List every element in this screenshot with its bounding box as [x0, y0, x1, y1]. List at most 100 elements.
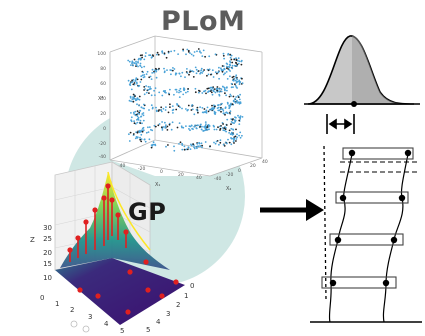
plom-sample-point [235, 86, 238, 88]
plom-sample-point [130, 88, 133, 91]
plom-sample-point [201, 107, 204, 109]
plom-sample-point [181, 142, 184, 145]
plom-sample-point [141, 127, 144, 130]
plom-sample-point [239, 93, 242, 96]
plom-x2-tick: 40 [262, 159, 268, 165]
interval-box [342, 147, 414, 160]
plom-z-tick: 40 [100, 96, 106, 102]
plom-sample-point [128, 140, 131, 142]
plom-sample-point [145, 73, 148, 75]
gp-x-tick: 4 [104, 320, 109, 328]
plom-sample-point [221, 65, 224, 67]
gp-x-tick: 5 [120, 327, 124, 335]
plom-sample-point [133, 113, 135, 115]
plom-sample-point [136, 115, 139, 118]
plom-sample-point [172, 67, 174, 69]
gp-observation-point [75, 235, 81, 241]
plom-sample-point [235, 64, 238, 67]
plom-sample-point [139, 136, 141, 139]
plom-sample-point [205, 109, 208, 112]
plom-z-ticks: 100 80 60 40 20 0 -20 -40 [97, 51, 106, 160]
plom-sample-point [198, 91, 200, 94]
plom-sample-point [205, 123, 207, 125]
plom-sample-point [127, 133, 130, 136]
plom-sample-point [131, 62, 133, 65]
plom-sample-point [223, 112, 225, 114]
plom-sample-point [139, 122, 142, 124]
node-point [334, 236, 342, 244]
plom-sample-point [141, 113, 144, 115]
plom-sample-point [160, 110, 163, 113]
plom-sample-point [240, 59, 243, 62]
plom-sample-point [225, 124, 228, 126]
plom-sample-point [144, 140, 147, 143]
plom-sample-point [181, 148, 184, 151]
plom-sample-point [172, 112, 174, 114]
plom-sample-point [235, 128, 237, 131]
plom-sample-point [229, 110, 232, 113]
plom-sample-point [215, 87, 218, 90]
interval-box [329, 233, 404, 246]
plom-sample-point [221, 108, 224, 111]
plom-sample-point [238, 134, 241, 137]
plom-sample-point [206, 74, 208, 77]
plom-sample-point [193, 125, 196, 128]
plom-sample-point [129, 95, 132, 98]
plom-sample-point [182, 48, 185, 51]
plom-sample-point [195, 108, 198, 111]
plom-sample-point [223, 57, 226, 60]
plom-sample-point [190, 143, 192, 146]
plom-sample-point [183, 87, 185, 89]
plom-sample-point [133, 58, 136, 61]
plom-sample-point [215, 128, 218, 131]
plom-sample-point [231, 67, 234, 70]
plom-sample-point [194, 91, 197, 94]
plom-sample-point [236, 136, 239, 139]
plom-sample-point [227, 103, 229, 105]
plom-sample-point [164, 125, 167, 128]
plom-sample-point [194, 66, 197, 69]
plom-sample-point [228, 66, 231, 69]
plom-sample-point [154, 144, 157, 147]
gp-y-tick: 0 [190, 282, 194, 290]
plom-x1-tick: -40 [118, 163, 125, 169]
plom-sample-point [133, 122, 136, 125]
plom-sample-point [195, 146, 198, 148]
plom-sample-point [141, 74, 144, 77]
plom-sample-point [148, 126, 151, 128]
plom-sample-point [190, 53, 193, 56]
plom-sample-point [140, 66, 143, 69]
plom-sample-point [192, 54, 195, 57]
gp-z-tick: 15 [43, 260, 52, 268]
plom-sample-point [187, 49, 190, 52]
plom-sample-point [230, 54, 233, 57]
plom-sample-point [234, 76, 237, 78]
plom-sample-point [208, 128, 210, 131]
plom-sample-point [213, 88, 216, 90]
plom-sample-point [235, 74, 238, 77]
plom-sample-point [210, 88, 213, 91]
plom-sample-point [224, 107, 227, 109]
plom-sample-point [200, 71, 202, 74]
plom-sample-point [162, 126, 165, 128]
plom-sample-point [135, 99, 138, 101]
plom-sample-point [213, 125, 216, 128]
plom-sample-point [207, 87, 210, 90]
plom-sample-point [221, 102, 223, 105]
plom-sample-point [239, 102, 242, 105]
plom-sample-point [217, 71, 220, 74]
plom-sample-point [138, 111, 141, 114]
plom-sample-point [232, 79, 234, 82]
plom-sample-point [157, 53, 160, 56]
plom-sample-point [187, 108, 189, 111]
plom-sample-point [148, 54, 151, 57]
plom-sample-point [198, 142, 201, 145]
plom-sample-point [221, 70, 224, 73]
plom-sample-point [212, 87, 214, 90]
plom-sample-point [142, 71, 145, 74]
gp-observation-point [92, 207, 98, 213]
plom-sample-point [142, 119, 145, 122]
gp-z-ticks: 30 25 20 15 10 [43, 224, 52, 282]
plom-sample-point [147, 85, 150, 88]
plom-sample-point [227, 138, 229, 141]
